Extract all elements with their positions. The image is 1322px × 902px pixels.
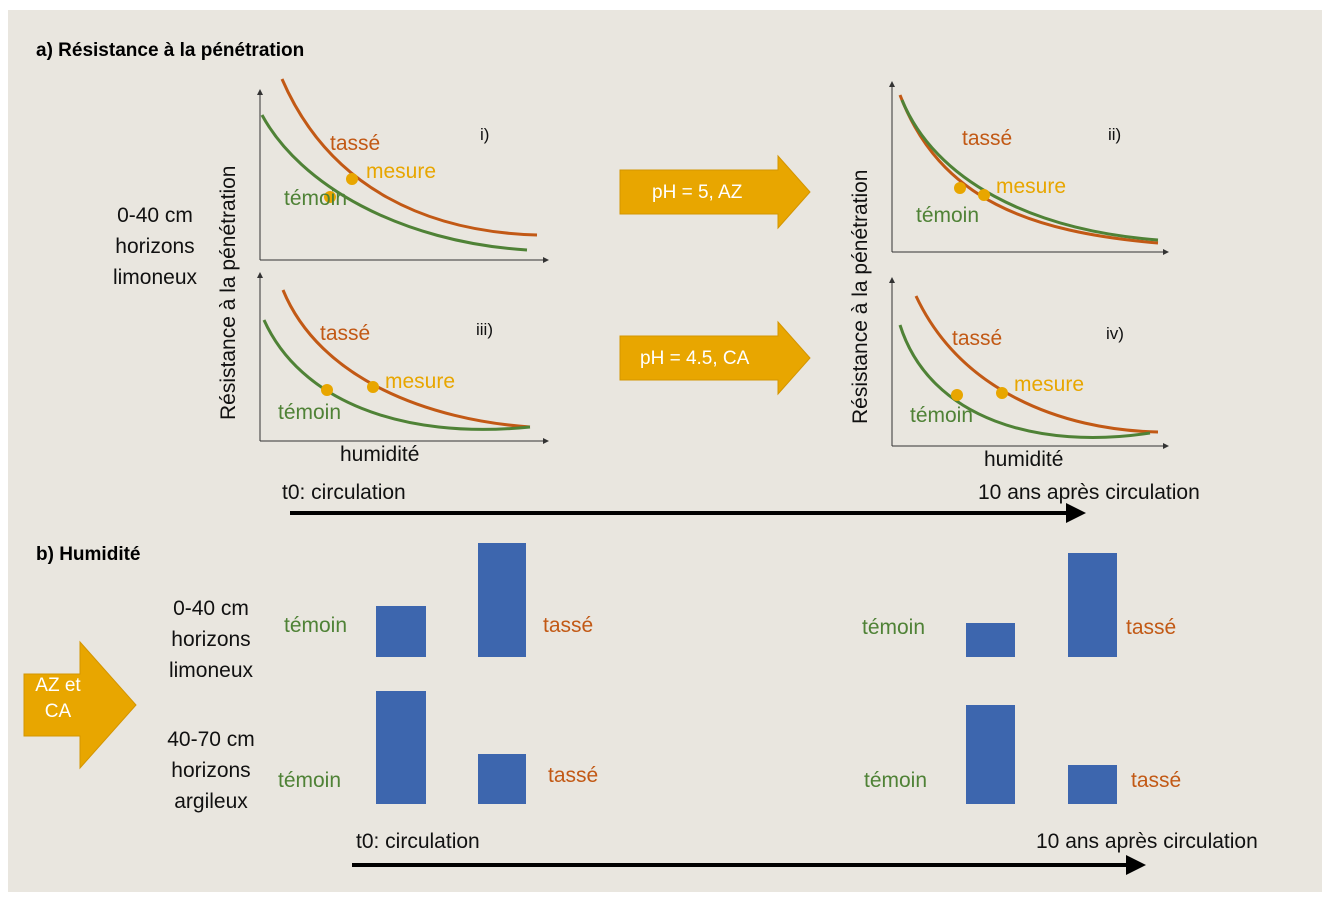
bar-t10-bottom-compacted	[1068, 765, 1117, 804]
depth-top-line3: limoneux	[168, 659, 254, 682]
side-arrow-shape	[23, 640, 137, 770]
bar-t10-top-compacted	[1068, 553, 1117, 657]
depth-label-line1: 0-40 cm	[117, 204, 193, 227]
panel-ii-control-label: témoin	[916, 204, 980, 227]
figure-background	[8, 10, 1322, 892]
panel-i-control-curve	[260, 114, 528, 252]
panel-iv-control-curve	[898, 324, 1151, 439]
panel-iii-control-label: témoin	[278, 401, 342, 424]
arrow-bottom-label: pH = 4.5, CA	[640, 348, 750, 369]
depth-top-line2: horizons	[171, 628, 251, 651]
arrow-top-shape	[619, 154, 811, 230]
depth-bottom-line3: argileux	[174, 790, 248, 813]
x-axis-label-right: humidité	[984, 448, 1064, 471]
panel-ii-control-point	[954, 182, 966, 194]
panel-iv-measure-label: mesure	[1014, 373, 1085, 396]
panel-ii-compacted-label: tassé	[962, 127, 1013, 150]
depth-label-line2: horizons	[115, 235, 195, 258]
depth-bottom-line2: horizons	[171, 759, 251, 782]
b-t0-bottom-compacted-label: tassé	[548, 764, 599, 787]
panel-i-compacted-label: tassé	[330, 132, 381, 155]
bar-t0-top-control	[376, 606, 426, 657]
timeline-a-start: t0: circulation	[282, 481, 406, 504]
b-t10-bottom-control-label: témoin	[864, 769, 928, 792]
panel-i-id: i)	[480, 125, 490, 144]
panel-iv-measure-point	[996, 387, 1008, 399]
bar-t0-top-compacted	[478, 543, 526, 657]
timeline-a-end: 10 ans après circulation	[978, 481, 1200, 504]
b-t10-top-control-label: témoin	[862, 616, 926, 639]
panel-i-measure-label: mesure	[366, 160, 437, 183]
x-axis-label-left: humidité	[340, 443, 420, 466]
b-t0-top-compacted-label: tassé	[543, 614, 594, 637]
depth-top-line1: 0-40 cm	[173, 597, 249, 620]
panel-iii-id: iii)	[476, 320, 493, 339]
panel-iv-compacted-label: tassé	[952, 327, 1003, 350]
panel-iv-control-label: témoin	[910, 404, 974, 427]
panel-iv-control-point	[951, 389, 963, 401]
panel-ii-id: ii)	[1108, 125, 1122, 144]
panel-iii-compacted-curve	[281, 289, 531, 429]
b-t0-bottom-control-label: témoin	[278, 769, 342, 792]
panel-iii-control-curve	[262, 319, 531, 431]
panel-i-control-label: témoin	[284, 187, 348, 210]
bar-t0-bottom-compacted	[478, 754, 526, 804]
depth-bottom-line1: 40-70 cm	[167, 728, 255, 751]
bar-t10-top-control	[966, 623, 1015, 657]
panel-i-axes	[257, 89, 549, 263]
panel-ii-axes	[889, 81, 1169, 255]
panel-iv-compacted-curve	[914, 295, 1159, 434]
b-t10-bottom-compacted-label: tassé	[1131, 769, 1182, 792]
panel-iv-id: iv)	[1106, 324, 1124, 343]
panel-iii-measure-point	[367, 381, 379, 393]
bar-t10-bottom-control	[966, 705, 1015, 804]
panel-iii-compacted-label: tassé	[320, 322, 371, 345]
timeline-b-start: t0: circulation	[356, 830, 480, 853]
section-a-title: a) Résistance à la pénétration	[36, 40, 305, 61]
panel-ii-control-curve	[900, 99, 1159, 242]
panel-iii-axes	[257, 272, 549, 444]
panel-ii-measure-point	[978, 189, 990, 201]
panel-iii-measure-label: mesure	[385, 370, 456, 393]
depth-label-line3: limoneux	[112, 266, 198, 289]
side-arrow-label-line2: CA	[44, 701, 72, 722]
panel-i-compacted-curve	[280, 78, 538, 237]
b-t0-top-control-label: témoin	[284, 614, 348, 637]
panel-i-control-point	[324, 191, 336, 203]
panel-ii-measure-label: mesure	[996, 175, 1067, 198]
bar-t0-bottom-control	[376, 691, 426, 804]
section-b-title: b) Humidité	[36, 544, 141, 565]
panel-iv-axes	[889, 277, 1169, 449]
panel-i-measure-point	[346, 173, 358, 185]
b-t10-top-compacted-label: tassé	[1126, 616, 1177, 639]
arrow-bottom-shape	[619, 320, 811, 396]
panel-iii-control-point	[321, 384, 333, 396]
side-arrow-label-line1: AZ et	[35, 675, 81, 696]
arrow-top-label: pH = 5, AZ	[652, 182, 743, 203]
timeline-b-end: 10 ans après circulation	[1036, 830, 1258, 853]
